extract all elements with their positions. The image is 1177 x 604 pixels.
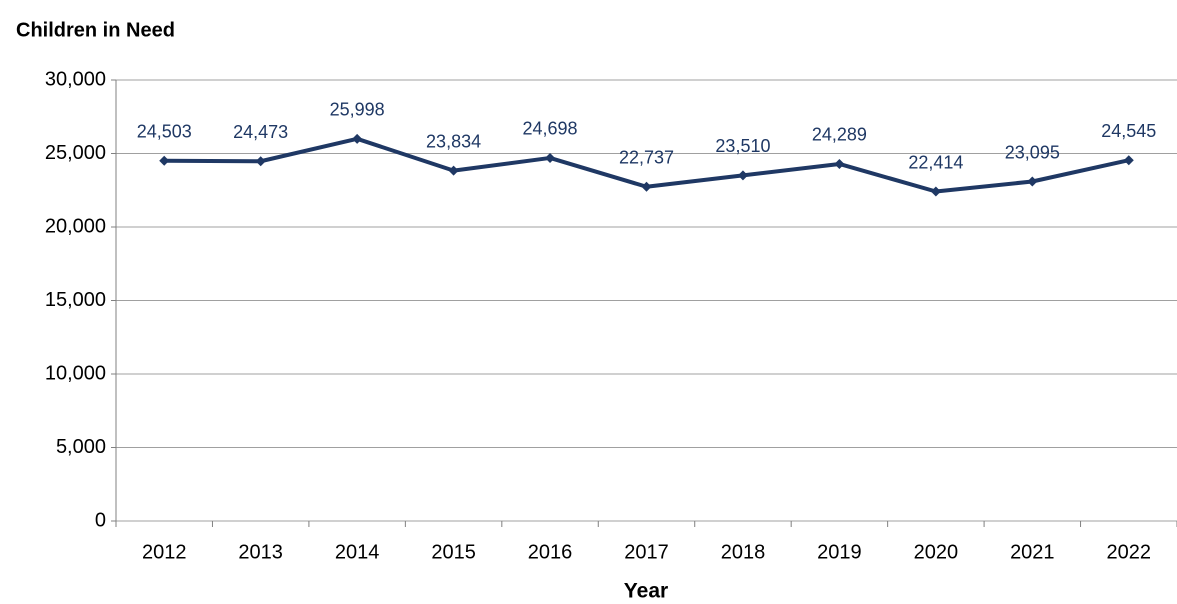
data-label: 24,503 — [137, 122, 192, 142]
data-label: 22,737 — [619, 148, 674, 168]
y-tick-label: 15,000 — [45, 289, 106, 311]
data-point — [737, 170, 748, 181]
x-tick-label: 2018 — [721, 541, 766, 563]
data-label: 24,289 — [812, 125, 867, 145]
x-tick-label: 2015 — [431, 541, 476, 563]
y-tick-label: 25,000 — [45, 142, 106, 164]
data-label: 24,473 — [233, 122, 288, 142]
x-tick-label: 2017 — [624, 541, 669, 563]
y-tick-label: 0 — [95, 509, 106, 531]
data-point — [255, 156, 266, 167]
data-point — [159, 155, 170, 166]
x-tick-label: 2014 — [335, 541, 380, 563]
data-point — [834, 158, 845, 169]
data-label: 24,698 — [523, 119, 578, 139]
y-tick-label: 30,000 — [45, 68, 106, 90]
x-tick-label: 2012 — [142, 541, 187, 563]
chart-title: Children in Need — [16, 19, 175, 41]
data-point — [352, 133, 363, 144]
x-tick-label: 2016 — [528, 541, 573, 563]
x-tick-label: 2013 — [238, 541, 283, 563]
x-tick-label: 2019 — [817, 541, 862, 563]
data-point — [448, 165, 459, 176]
x-axis-title: Year — [624, 580, 668, 603]
y-tick-label: 20,000 — [45, 215, 106, 237]
data-point — [930, 186, 941, 197]
x-tick-label: 2021 — [1010, 541, 1055, 563]
x-tick-label: 2020 — [914, 541, 959, 563]
data-label: 25,998 — [330, 100, 385, 120]
y-tick-label: 10,000 — [45, 362, 106, 384]
data-label: 23,095 — [1005, 142, 1060, 162]
x-tick-label: 2022 — [1107, 541, 1152, 563]
data-point — [1027, 176, 1038, 187]
y-tick-label: 5,000 — [56, 436, 106, 458]
data-point — [641, 181, 652, 192]
data-label: 23,834 — [426, 131, 481, 151]
data-point — [1123, 155, 1134, 166]
data-label: 22,414 — [908, 152, 963, 172]
data-label: 23,510 — [715, 136, 770, 156]
data-label: 24,545 — [1101, 121, 1156, 141]
data-point — [545, 152, 556, 163]
